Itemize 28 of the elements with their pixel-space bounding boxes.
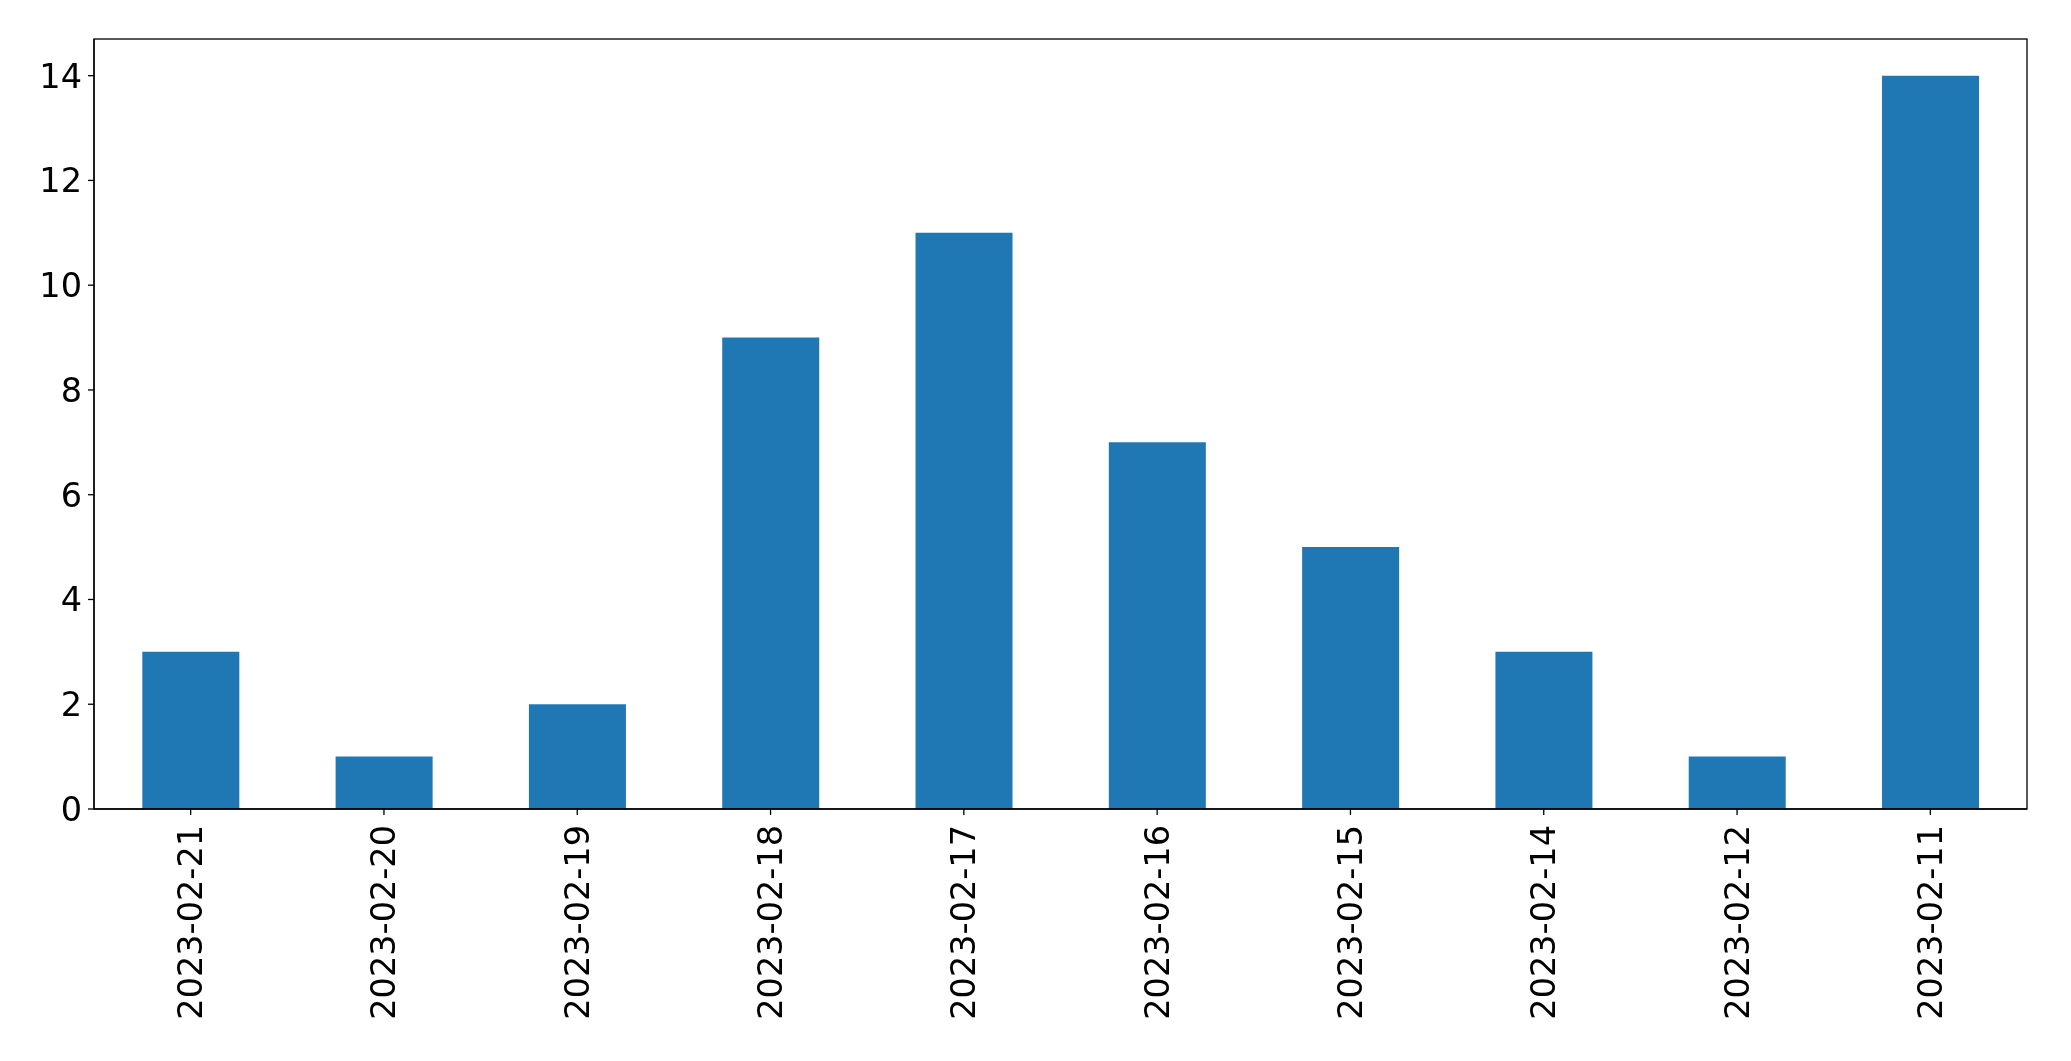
bar xyxy=(528,704,626,809)
bar xyxy=(1108,442,1206,809)
bar xyxy=(1302,547,1400,809)
y-tick-label: 6 xyxy=(60,475,82,515)
y-tick-label: 0 xyxy=(60,789,82,829)
bar xyxy=(335,756,433,809)
bar xyxy=(142,651,240,809)
y-tick-label: 12 xyxy=(39,161,82,201)
y-tick-label: 2 xyxy=(60,685,82,725)
x-tick-label: 2023-02-12 xyxy=(1717,825,1757,1020)
y-tick-label: 8 xyxy=(60,370,82,410)
x-tick-label: 2023-02-15 xyxy=(1330,825,1370,1020)
bar xyxy=(1688,756,1786,809)
bar xyxy=(722,337,820,809)
bar xyxy=(1495,651,1593,809)
x-tick-label: 2023-02-21 xyxy=(171,825,211,1020)
bar xyxy=(1882,75,1980,809)
x-tick-label: 2023-02-17 xyxy=(944,825,984,1020)
x-tick-label: 2023-02-16 xyxy=(1137,825,1177,1020)
y-tick-label: 4 xyxy=(60,580,82,620)
y-tick-label: 10 xyxy=(39,266,82,306)
x-tick-label: 2023-02-20 xyxy=(364,825,404,1020)
y-tick-label: 14 xyxy=(39,56,82,96)
x-tick-label: 2023-02-11 xyxy=(1910,825,1950,1020)
bar xyxy=(915,232,1013,809)
x-tick-label: 2023-02-18 xyxy=(751,825,791,1020)
x-tick-label: 2023-02-14 xyxy=(1524,825,1564,1020)
x-tick-label: 2023-02-19 xyxy=(557,825,597,1020)
